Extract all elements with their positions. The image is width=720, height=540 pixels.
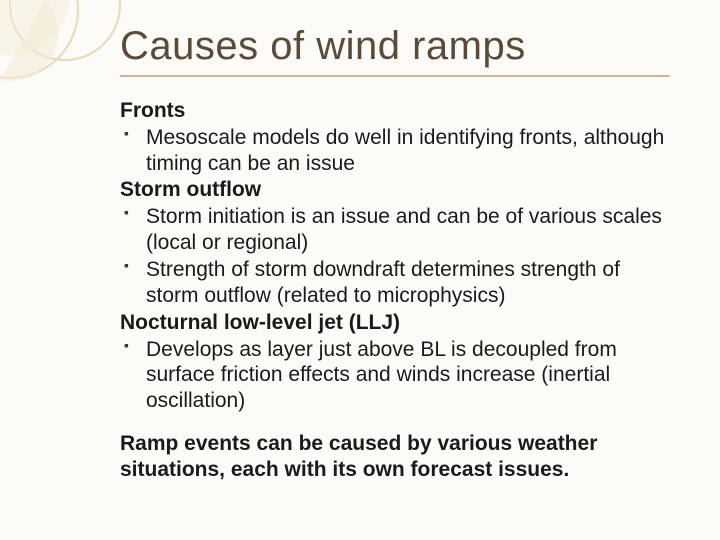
section-heading: Storm outflow: [120, 178, 670, 202]
bullet-item: Strength of storm downdraft determines s…: [120, 257, 670, 308]
section-llj: Nocturnal low-level jet (LLJ) Develops a…: [120, 311, 670, 414]
section-heading: Fronts: [120, 99, 670, 123]
section-storm-outflow: Storm outflow Storm initiation is an iss…: [120, 178, 670, 308]
slide-title: Causes of wind ramps: [120, 24, 670, 77]
section-heading: Nocturnal low-level jet (LLJ): [120, 311, 670, 335]
bullet-item: Develops as layer just above BL is decou…: [120, 337, 670, 414]
footer-summary: Ramp events can be caused by various wea…: [120, 431, 670, 482]
bullet-item: Storm initiation is an issue and can be …: [120, 204, 670, 255]
bullet-list: Storm initiation is an issue and can be …: [120, 204, 670, 308]
section-fronts: Fronts Mesoscale models do well in ident…: [120, 99, 670, 176]
bullet-list: Develops as layer just above BL is decou…: [120, 337, 670, 414]
bullet-list: Mesoscale models do well in identifying …: [120, 125, 670, 176]
slide-container: Causes of wind ramps Fronts Mesoscale mo…: [0, 0, 720, 540]
bullet-item: Mesoscale models do well in identifying …: [120, 125, 670, 176]
